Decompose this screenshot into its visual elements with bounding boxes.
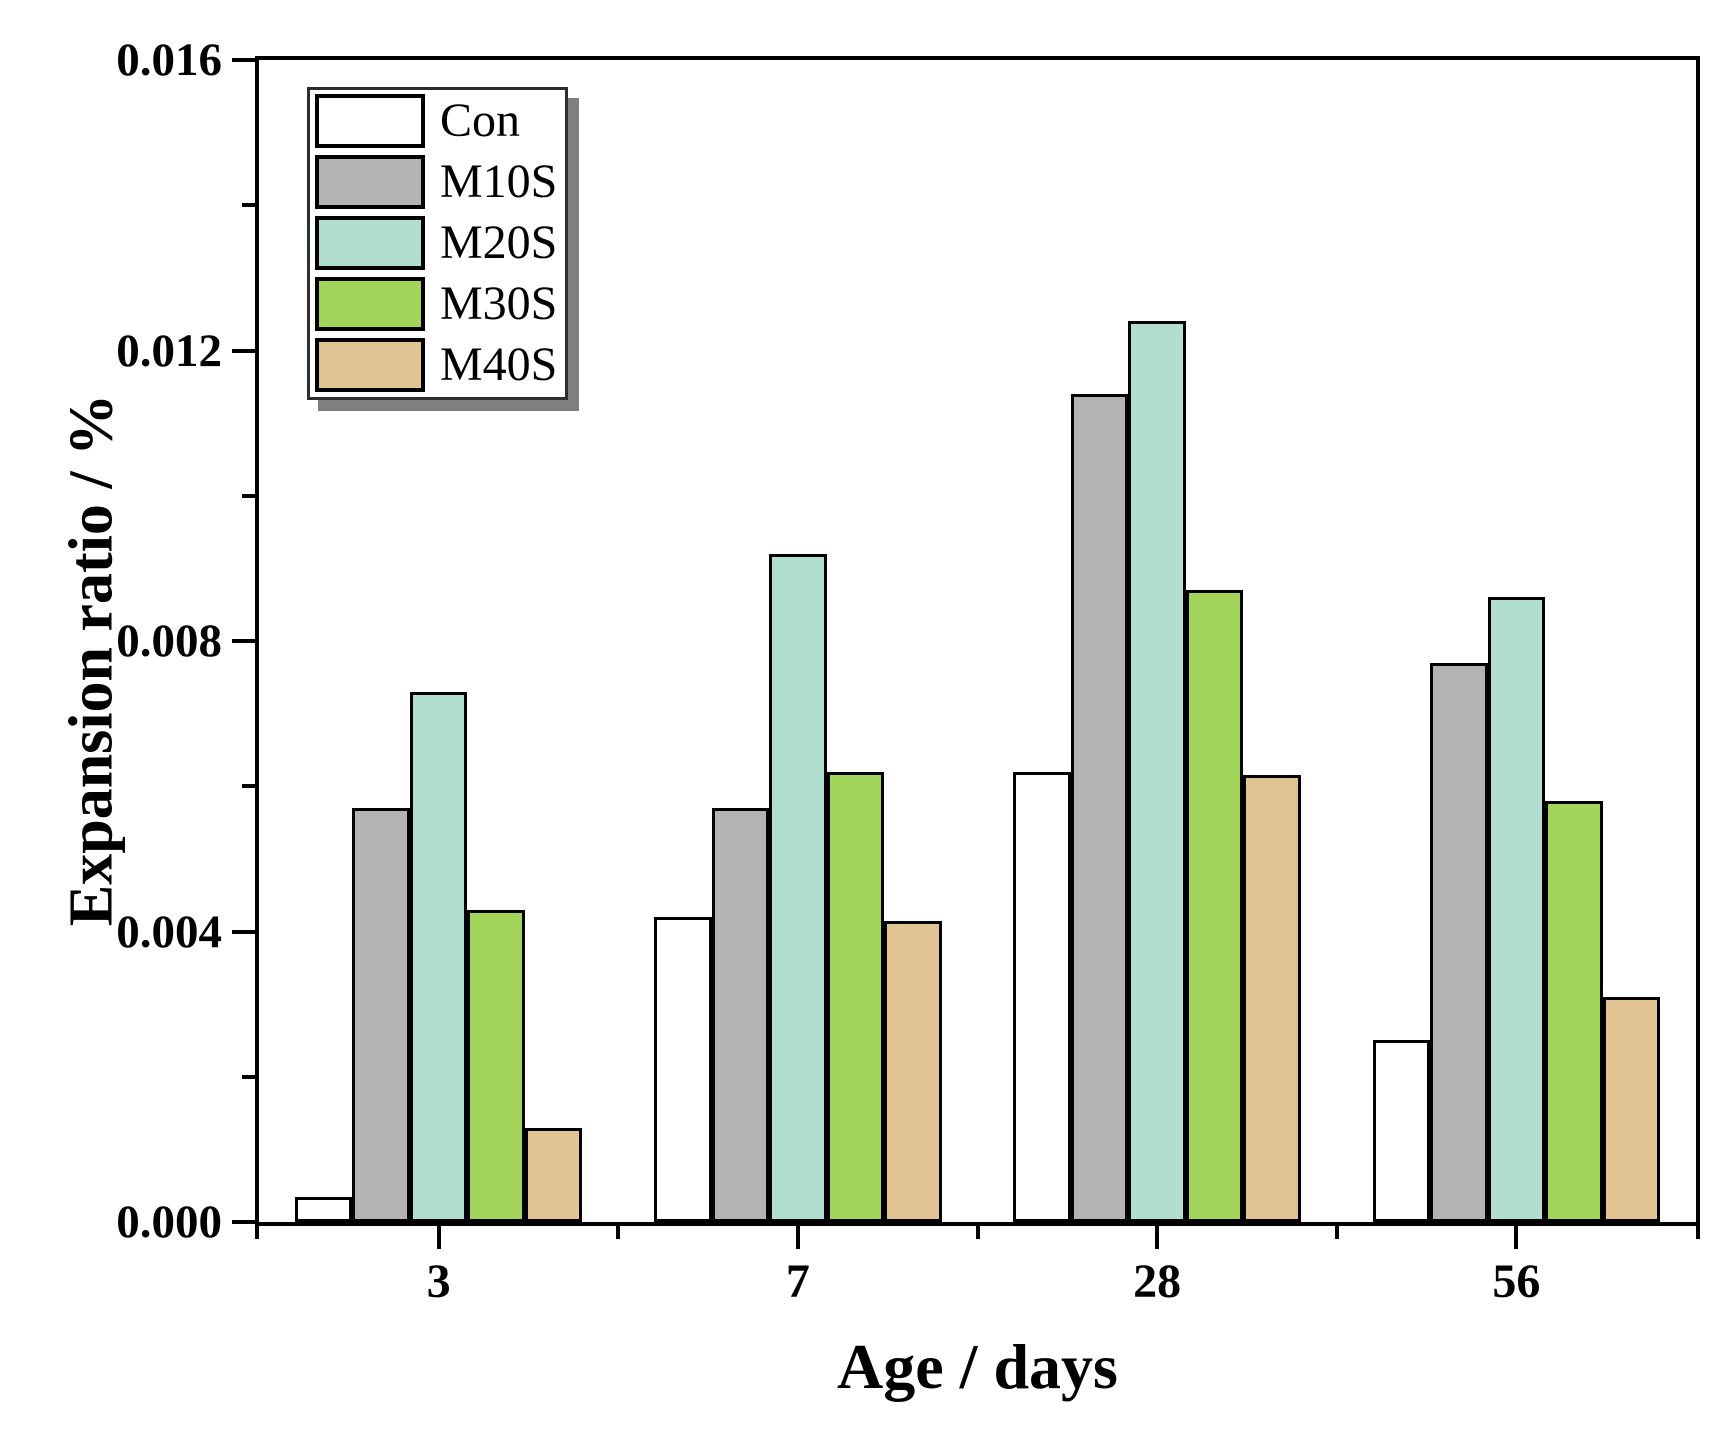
legend-swatch-m20s [315,216,425,270]
legend-label: M30S [440,277,558,330]
x-tick-label: 3 [426,1255,451,1308]
legend-item-m10s: M10S [315,155,565,209]
legend-label: M10S [440,155,558,208]
bar-M40S-28 [1243,775,1301,1222]
legend-swatch-m40s [315,338,425,392]
bar-Con-56 [1372,1040,1431,1222]
x-tick-label: 28 [1133,1255,1182,1308]
bar-M30S-28 [1185,590,1244,1222]
bar-Con-7 [654,917,712,1222]
legend-swatch-m10s [315,155,425,209]
legend-swatch-m30s [315,277,425,331]
bar-M20S-56 [1487,597,1546,1222]
legend-label: M20S [440,216,558,269]
bar-Con-3 [294,1197,353,1222]
y-major-tick [232,58,255,62]
x-axis-title: Age / days [837,1331,1118,1402]
bar-M10S-28 [1070,394,1129,1222]
legend: Con M10S M20S M30S M40S [307,87,568,400]
y-minor-tick [242,493,255,498]
x-axis-end-tick [1696,1226,1700,1239]
bar-M20S-7 [769,554,827,1222]
x-axis-end-tick [255,1226,259,1239]
legend-label: M40S [440,338,558,391]
x-major-tick [795,1226,800,1249]
y-tick-label: 0.008 [116,615,222,667]
legend-swatch-con [315,94,425,148]
legend-item-m40s: M40S [315,338,565,392]
x-major-tick [436,1226,441,1249]
y-major-tick [232,639,255,643]
plot-area [232,56,1700,1249]
y-tick-label: 0.012 [116,324,222,377]
x-tick-label: 7 [785,1255,810,1308]
x-major-tick [1155,1226,1160,1249]
x-minor-tick [975,1226,980,1239]
x-minor-tick [1334,1226,1339,1239]
bar-M20S-28 [1128,321,1186,1222]
legend-item-m20s: M20S [315,216,565,270]
bar-M30S-56 [1545,801,1603,1222]
bar-M10S-7 [711,808,770,1222]
bar-M20S-3 [409,692,468,1222]
x-tick-label: 56 [1492,1255,1541,1308]
bar-M40S-7 [884,921,942,1222]
y-minor-tick [242,1074,255,1079]
y-minor-tick [242,784,255,789]
bar-M40S-56 [1602,997,1661,1222]
bar-M10S-3 [352,808,410,1222]
y-tick-label: 0.004 [116,905,222,958]
bar-M30S-7 [826,772,885,1222]
bar-M10S-56 [1430,663,1488,1222]
y-major-tick [232,929,255,934]
legend-item-m30s: M30S [315,277,565,331]
x-major-tick [1514,1226,1519,1249]
legend-item-con: Con [315,94,565,148]
x-minor-tick [616,1226,621,1239]
y-minor-tick [242,203,255,208]
y-tick-label: 0.016 [116,34,222,86]
bar-M30S-3 [467,910,525,1222]
legend-label: Con [440,94,521,147]
bar-M40S-3 [524,1128,583,1222]
y-tick-label: 0.000 [116,1196,222,1248]
y-major-tick [232,348,255,353]
bar-Con-28 [1013,772,1071,1222]
y-major-tick [232,1220,255,1224]
